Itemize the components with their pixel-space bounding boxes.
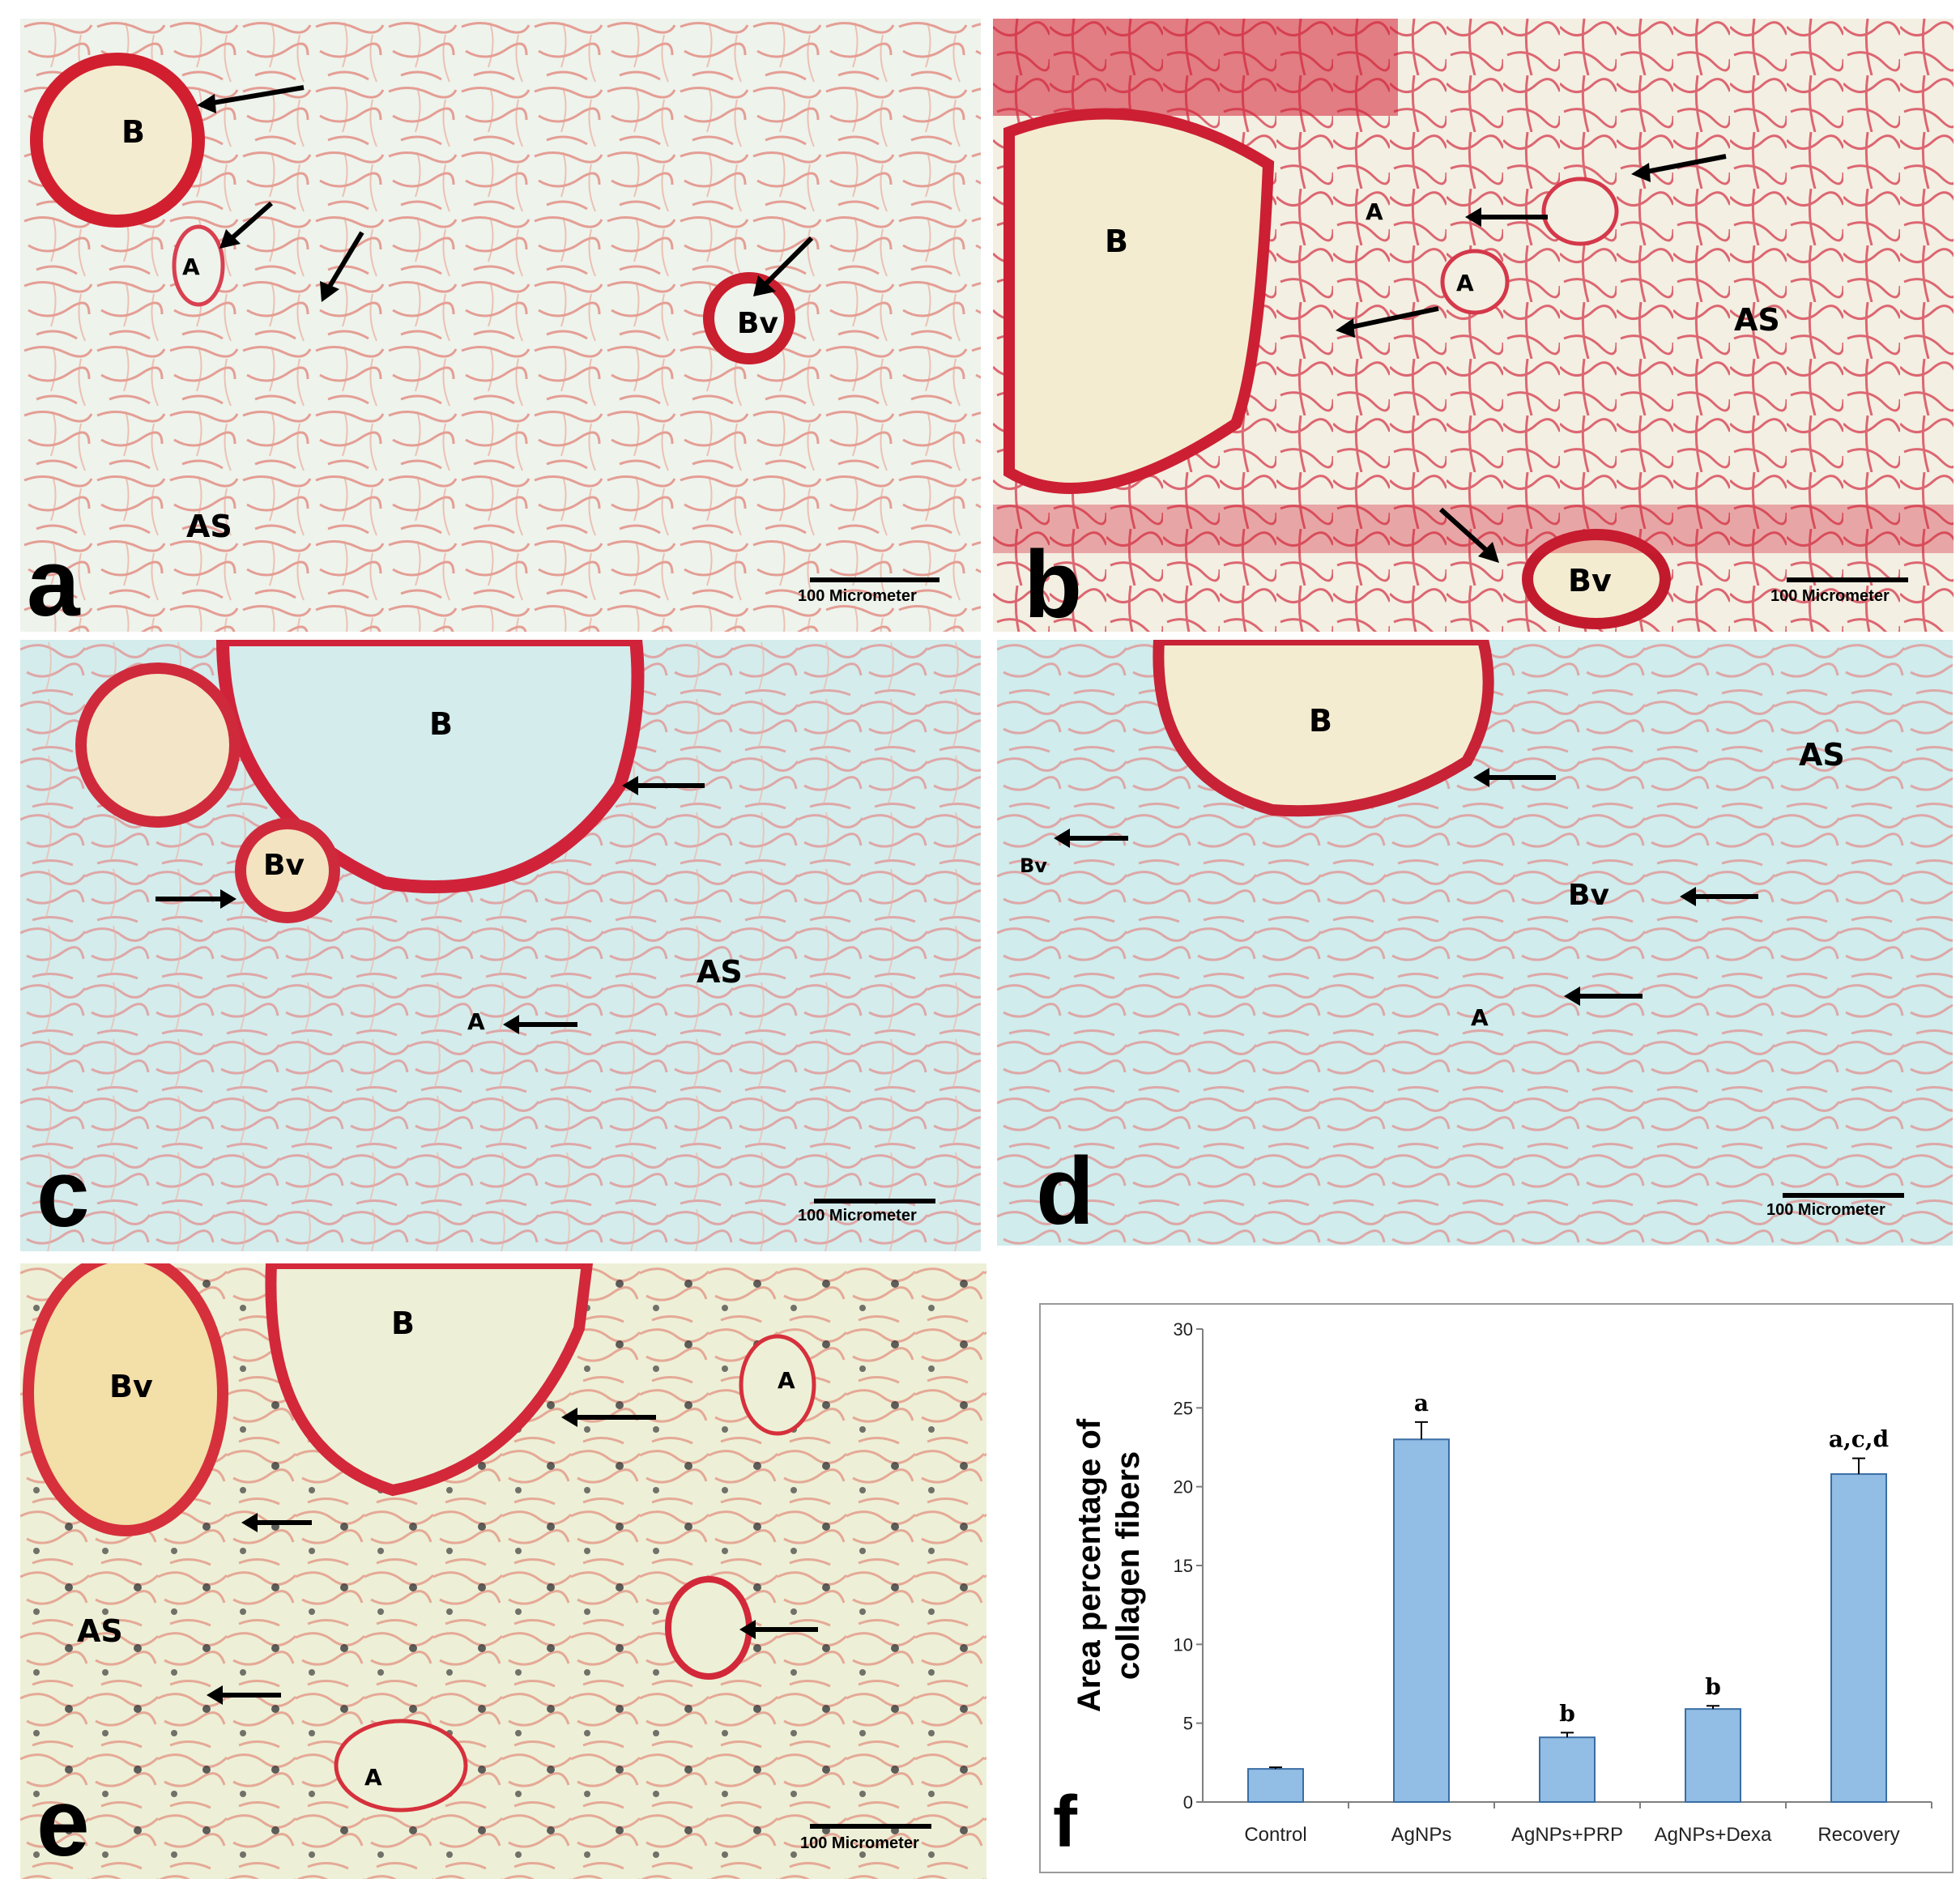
x-tick-label: AgNPs [1391, 1824, 1452, 1846]
tissue-pattern-d [997, 640, 1953, 1246]
arrow-icon [241, 1513, 312, 1532]
label-Bv: Bv [1568, 879, 1609, 912]
arrow-icon [1054, 829, 1128, 848]
tissue-pattern-c [20, 640, 981, 1251]
x-tick-label: AgNPs+PRP [1511, 1824, 1623, 1846]
arrow-icon [739, 1620, 818, 1639]
arrow-icon [1680, 887, 1758, 906]
bar-recovery [1830, 1473, 1887, 1804]
arrow-icon [219, 201, 273, 249]
label-Bv: Bv [1020, 854, 1047, 877]
arrow-icon [156, 889, 236, 909]
arrow-icon [320, 231, 364, 302]
x-tick-label: AgNPs+Dexa [1655, 1824, 1772, 1846]
panel-letter-b: b [1024, 531, 1083, 632]
label-B: B [1309, 703, 1332, 739]
significance-label: b [1559, 1700, 1575, 1727]
label-AS: AS [186, 509, 232, 544]
panel-letter-a: a [27, 530, 80, 632]
label-A: A [364, 1764, 382, 1791]
arrow-icon [1336, 306, 1439, 338]
label-AS: AS [1799, 737, 1845, 773]
y-tick-label: 0 [1183, 1792, 1193, 1813]
panel-letter-e: e [36, 1770, 90, 1877]
y-axis-label: Area percentage of collagen fibers [1072, 1418, 1146, 1712]
scale-label: 100 Micrometer [798, 1207, 917, 1225]
label-Bv: Bv [109, 1369, 153, 1404]
scale-bar [1783, 1193, 1904, 1198]
label-A: A [182, 253, 200, 280]
significance-label: a,c,d [1829, 1426, 1889, 1453]
arrow-icon [1438, 507, 1499, 563]
y-tick-label: 30 [1174, 1319, 1193, 1340]
y-tick-label: 20 [1174, 1477, 1193, 1497]
arrow-icon [1465, 207, 1548, 227]
scale-label: 100 Micrometer [1770, 587, 1890, 605]
panel-letter-f: f [1053, 1782, 1077, 1863]
label-AS: AS [697, 954, 743, 990]
significance-label: a [1414, 1390, 1429, 1416]
arrow-icon [1631, 154, 1727, 182]
label-A: A [1456, 270, 1474, 296]
significance-label: b [1705, 1673, 1721, 1700]
tissue-pattern-b [993, 19, 1954, 632]
arrow-icon [1564, 986, 1643, 1006]
arrow-icon [1473, 768, 1556, 787]
arrow-icon [197, 85, 305, 113]
y-tick-label: 25 [1174, 1398, 1193, 1418]
bronchus-shape [30, 53, 205, 228]
scale-bar [810, 1824, 931, 1829]
micrograph-panel-e: Bv B A AS A e 100 Micrometer [20, 1263, 986, 1879]
scale-bar [810, 577, 940, 582]
bar-control [1247, 1768, 1304, 1803]
tissue-pattern-e [20, 1263, 986, 1879]
label-A: A [778, 1367, 795, 1394]
scale-bar [1787, 577, 1908, 582]
micrograph-panel-b: B A A AS Bv b 100 Micrometer [993, 19, 1954, 632]
x-tick-label: Control [1244, 1824, 1306, 1846]
bar-chart-f: 0 5 10 15 20 25 30 Area percentage of collagen f… [1039, 1303, 1954, 1873]
micrograph-panel-a: B A Bv AS a 100 Micrometer [20, 19, 981, 632]
tissue-pattern-a [20, 19, 981, 632]
label-A: A [1366, 198, 1383, 225]
scale-bar [814, 1199, 935, 1203]
label-B: B [391, 1306, 415, 1341]
label-B: B [429, 706, 453, 742]
scale-label: 100 Micrometer [798, 587, 917, 605]
label-AS: AS [77, 1613, 123, 1649]
label-Bv: Bv [263, 849, 305, 882]
bar-agnps-dexa [1685, 1708, 1741, 1803]
arrow-icon [622, 776, 705, 795]
x-tick-label: Recovery [1817, 1824, 1899, 1846]
arrow-icon [207, 1685, 281, 1705]
label-Bv: Bv [1568, 563, 1612, 599]
arrow-icon [503, 1015, 577, 1034]
panel-letter-d: d [1036, 1138, 1095, 1245]
arrow-icon [753, 236, 814, 296]
micrograph-panel-d: B AS Bv Bv A d 100 Micrometer [997, 640, 1953, 1246]
label-A: A [467, 1008, 485, 1035]
label-B: B [121, 114, 145, 150]
y-tick-label: 15 [1174, 1556, 1193, 1576]
label-B: B [1105, 224, 1128, 259]
y-tick-label: 5 [1183, 1714, 1193, 1734]
bar-agnps-prp [1539, 1736, 1596, 1803]
scale-label: 100 Micrometer [800, 1834, 919, 1852]
scale-label: 100 Micrometer [1766, 1201, 1885, 1219]
micrograph-panel-c: B Bv AS A c 100 Micrometer [20, 640, 981, 1251]
y-tick-label: 10 [1174, 1634, 1193, 1655]
label-A: A [1471, 1004, 1489, 1031]
label-AS: AS [1734, 302, 1780, 338]
panel-letter-c: c [36, 1140, 90, 1247]
arrow-icon [561, 1408, 656, 1427]
chart-svg: 0 5 10 15 20 25 30 Area percentage of collagen f… [1072, 1319, 1932, 1846]
label-Bv: Bv [737, 307, 778, 340]
bar-agnps [1393, 1438, 1450, 1803]
